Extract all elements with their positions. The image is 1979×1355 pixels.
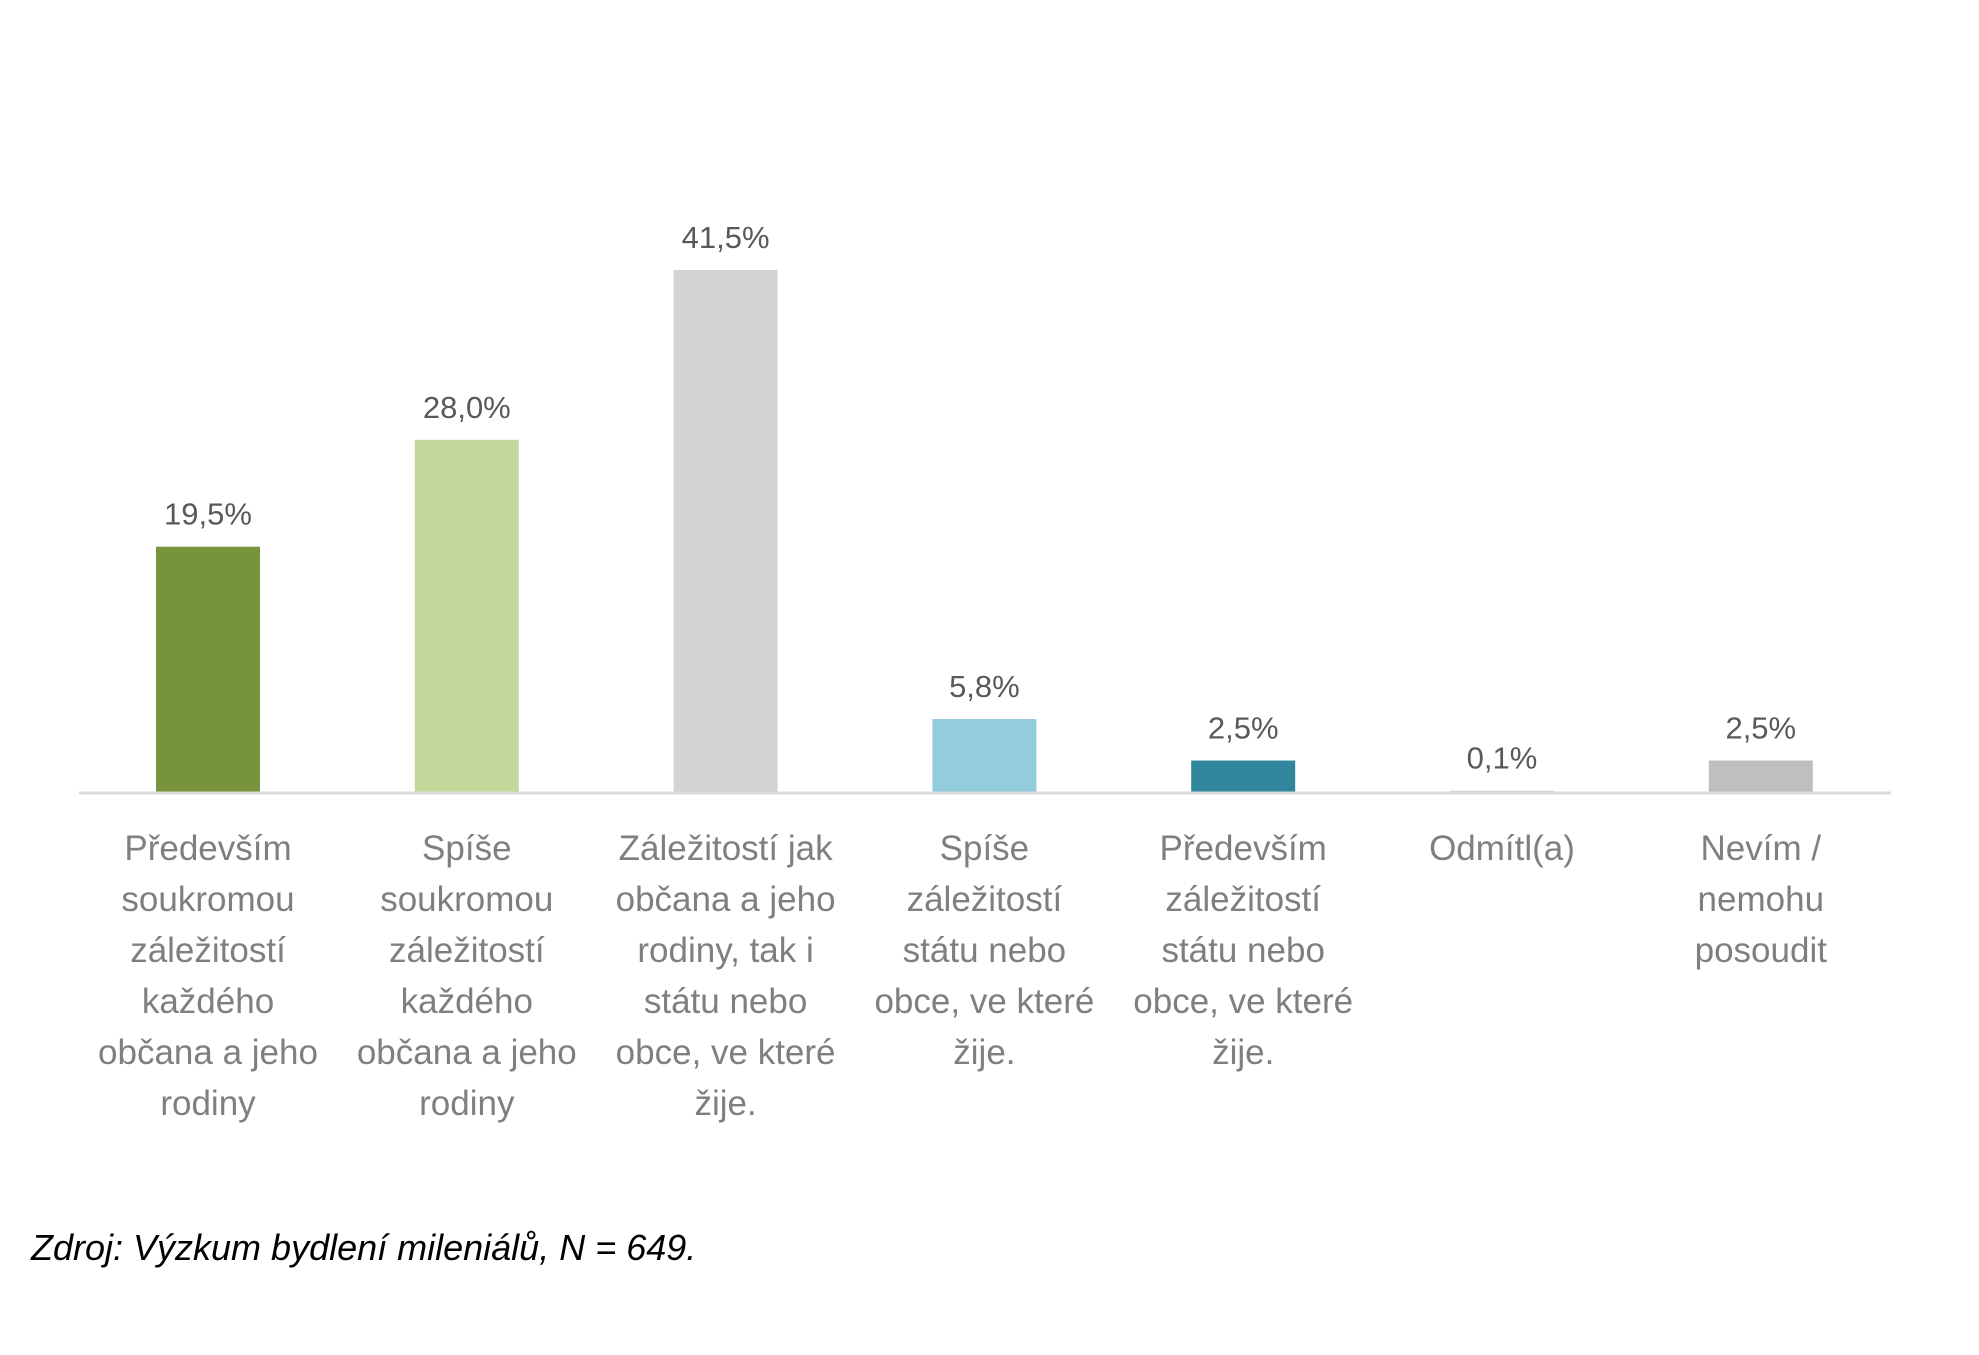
category-label-line: Především [1160,829,1327,868]
category-label-line: nemohu [1698,880,1824,919]
data-label: 5,8% [949,669,1020,704]
bar [1450,790,1554,792]
data-label: 2,5% [1208,711,1279,746]
category-label-line: státu nebo [1161,931,1324,970]
category-label-line: Odmítl(a) [1429,829,1575,868]
category-label-line: záležitostí [1165,880,1321,919]
category-label: Záležitostí jak občana a jeho rodiny, tak … [616,829,836,1123]
category-label-line: Především [124,829,291,868]
data-label: 0,1% [1467,741,1538,776]
category-label-line: občana a jeho [98,1033,318,1072]
category-label-line: Nevím / [1701,829,1822,868]
category-label-line: záležitostí [907,880,1063,919]
data-label: 19,5% [164,497,252,532]
category-label-line: každého [401,982,533,1021]
category-label-line: záležitostí [389,931,545,970]
category-label-line: obce, ve které [874,982,1094,1021]
category-label: Především soukromou záležitostí každého obča… [98,829,318,1123]
category-label-line: Spíše [422,829,512,868]
category-label-line: státu nebo [903,931,1066,970]
category-label: Především záležitostí státu nebo obce, ve k… [1133,829,1353,1072]
category-label-line: rodiny [419,1084,515,1123]
category-label-line: záležitostí [130,931,286,970]
category-label: Spíše soukromou záležitostí každého občana a… [357,829,577,1123]
category-label-line: žije. [953,1033,1015,1072]
category-label-line: občana a jeho [616,880,836,919]
category-label-line: obce, ve které [616,1033,836,1072]
category-label-line: Spíše [940,829,1030,868]
category-label-line: Záležitostí jak [619,829,833,868]
bar [1708,760,1813,792]
category-label-line: občana a jeho [357,1033,577,1072]
category-label-line: státu nebo [644,982,807,1021]
category-label-line: rodiny, tak i [637,931,813,970]
bar [414,439,519,792]
category-label-line: žije. [1212,1033,1274,1072]
source-note: Zdroj: Výzkum bydlení mileniálů, N = 649… [31,1227,697,1268]
bar [156,546,260,792]
category-label-line: soukromou [380,880,553,919]
category-label-line: žije. [694,1084,756,1123]
category-label: Spíše záležitostí státu nebo obce, ve které… [874,829,1094,1072]
category-label: Nevím / nemohu posoudit [1695,829,1828,970]
bar [673,270,778,792]
bar [1191,760,1296,792]
bar [932,719,1037,792]
data-label: 41,5% [682,220,770,255]
category-label-line: rodiny [160,1084,256,1123]
category-label-line: posoudit [1695,931,1828,970]
category-label-line: obce, ve které [1133,982,1353,1021]
category-label-line: každého [142,982,274,1021]
category-label-line: soukromou [121,880,294,919]
data-label: 2,5% [1725,711,1796,746]
category-label: Odmítl(a) [1429,829,1575,868]
data-label: 28,0% [423,390,511,425]
